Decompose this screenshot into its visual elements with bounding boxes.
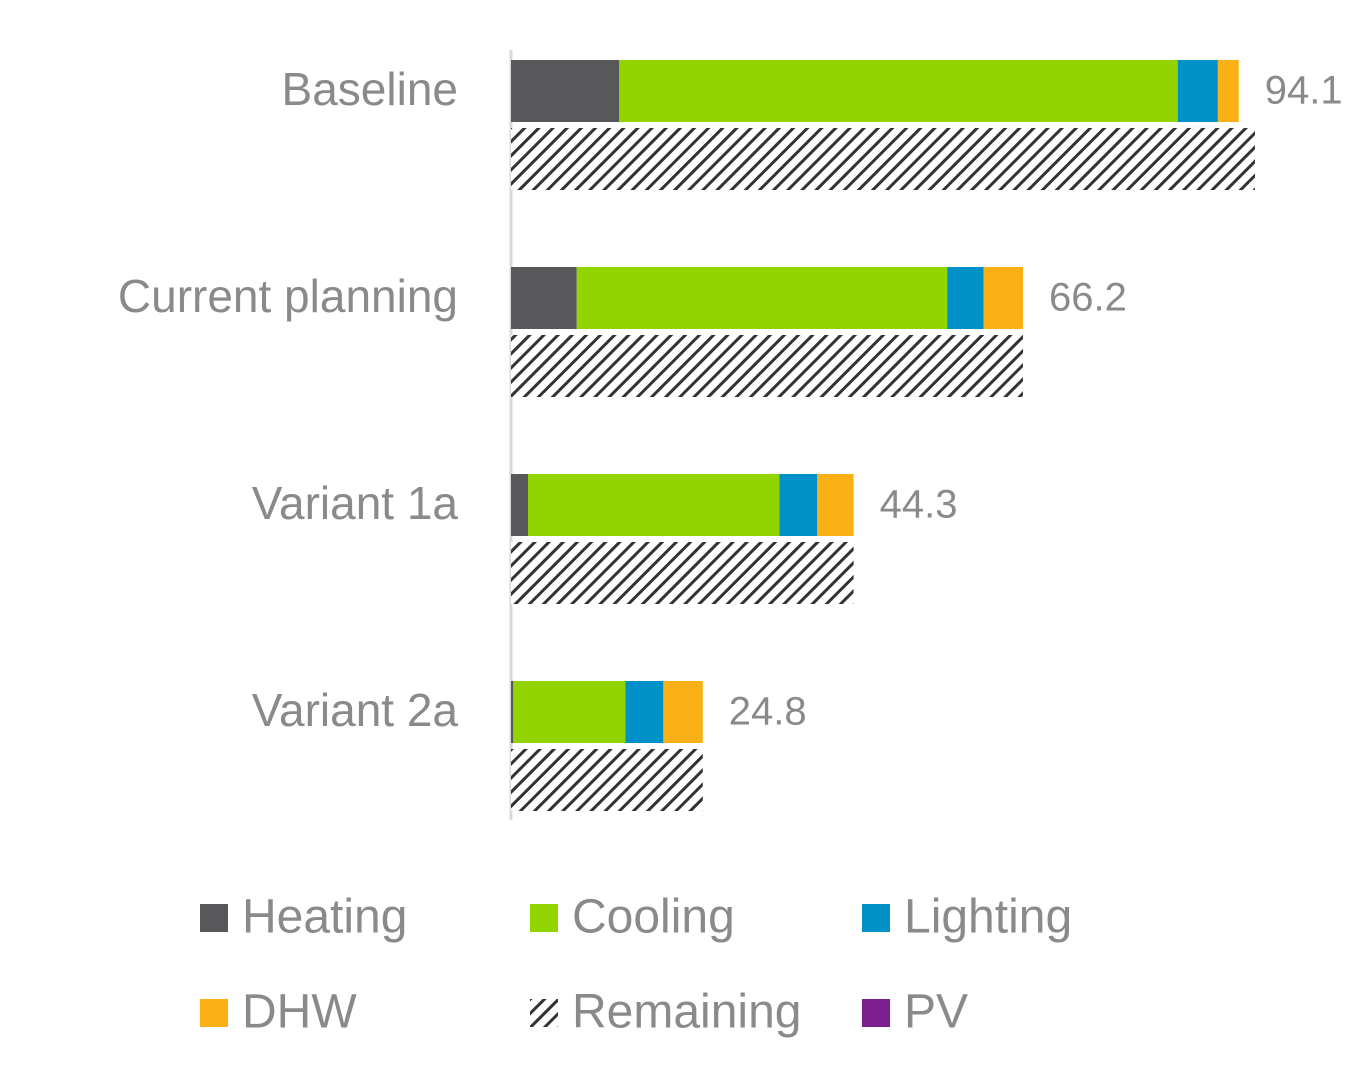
bar-segment (1217, 60, 1239, 122)
total-label: 94.1 (1265, 69, 1343, 113)
bar-segment (511, 681, 514, 743)
bar-segment (817, 474, 854, 536)
legend-swatch (200, 999, 228, 1027)
legend-label: Lighting (904, 891, 1072, 944)
legend-label: DHW (242, 986, 357, 1039)
bar-segment (625, 681, 664, 743)
legend-swatch (862, 999, 890, 1027)
bar-segment (947, 267, 984, 329)
legend-label: PV (904, 986, 968, 1039)
bar-segment (511, 267, 577, 329)
bar-segment (983, 267, 1023, 329)
legend-label: Remaining (572, 986, 801, 1039)
bar-segment (576, 267, 948, 329)
legend-swatch (530, 999, 558, 1027)
bar-segment (779, 474, 818, 536)
category-label: Variant 1a (252, 477, 459, 529)
category-label: Variant 2a (252, 684, 459, 736)
legend-swatch (530, 904, 558, 932)
remaining-bar (511, 542, 854, 604)
bar-segment (619, 60, 1178, 122)
legend-label: Cooling (572, 891, 735, 944)
bar-segment (528, 474, 780, 536)
legend-swatch (200, 904, 228, 932)
total-label: 44.3 (880, 483, 958, 527)
total-label: 66.2 (1049, 276, 1127, 320)
remaining-bar (511, 128, 1255, 190)
bar-segment (513, 681, 626, 743)
category-label: Baseline (282, 63, 458, 115)
remaining-bar (511, 749, 703, 811)
bar-segment (511, 60, 620, 122)
legend-swatch (862, 904, 890, 932)
bar-segment (511, 474, 529, 536)
bar-segment (663, 681, 703, 743)
legend-label: Heating (242, 891, 407, 944)
category-label: Current planning (118, 270, 458, 322)
bar-segment (1177, 60, 1218, 122)
total-label: 24.8 (729, 690, 807, 734)
remaining-bar (511, 335, 1023, 397)
